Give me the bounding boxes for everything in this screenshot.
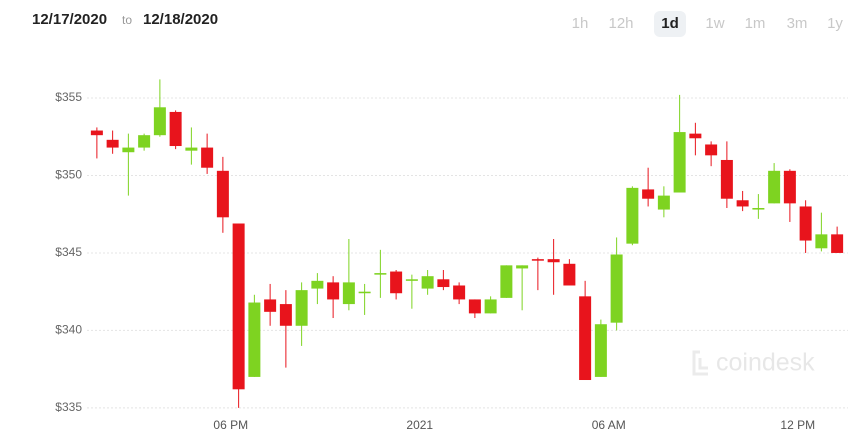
candle-body bbox=[594, 324, 607, 377]
candle-body bbox=[657, 195, 670, 210]
candle-body bbox=[642, 189, 655, 199]
candle-body bbox=[390, 271, 403, 294]
date-from: 12/17/2020 bbox=[32, 11, 107, 28]
candle-body bbox=[720, 159, 733, 199]
candle-body bbox=[358, 291, 371, 294]
candle-body bbox=[437, 279, 450, 288]
date-separator: to bbox=[122, 13, 132, 27]
interval-button[interactable]: 1d bbox=[661, 15, 679, 32]
y-tick-label: $350 bbox=[55, 168, 82, 182]
candle-body bbox=[138, 135, 151, 148]
date-to: 12/18/2020 bbox=[143, 11, 218, 28]
candle-body bbox=[374, 273, 387, 275]
candle-body bbox=[421, 276, 434, 289]
candle-body bbox=[689, 133, 702, 139]
candle-body bbox=[264, 299, 277, 312]
interval-button[interactable]: 1m bbox=[745, 15, 766, 32]
candle-body bbox=[673, 132, 686, 193]
candle-body bbox=[153, 107, 166, 136]
candle-body bbox=[547, 259, 560, 263]
candle-body bbox=[216, 170, 229, 218]
x-tick-label: 06 PM bbox=[213, 418, 248, 432]
interval-button[interactable]: 1w bbox=[705, 15, 724, 32]
interval-active-bg bbox=[654, 11, 686, 37]
candle-body bbox=[736, 200, 749, 207]
candle-body bbox=[90, 130, 103, 136]
candle-body bbox=[752, 208, 765, 210]
candle-body bbox=[311, 280, 324, 289]
candle-body bbox=[831, 234, 844, 253]
candle-body bbox=[500, 265, 513, 298]
y-tick-label: $335 bbox=[55, 400, 82, 414]
candle-body bbox=[327, 282, 340, 300]
x-tick-label: 06 AM bbox=[592, 418, 626, 432]
candle-body bbox=[563, 263, 576, 286]
interval-button[interactable]: 1h bbox=[572, 15, 589, 32]
x-tick-label: 12 PM bbox=[780, 418, 815, 432]
candle-body bbox=[122, 147, 135, 153]
candle-body bbox=[468, 299, 481, 314]
candle-body bbox=[531, 259, 544, 261]
candle-body bbox=[815, 234, 828, 249]
x-tick-label: 2021 bbox=[406, 418, 433, 432]
watermark-text: coindesk bbox=[716, 349, 815, 377]
candle-body bbox=[248, 302, 261, 377]
candle-body bbox=[106, 139, 119, 148]
y-tick-label: $355 bbox=[55, 90, 82, 104]
candle-body bbox=[610, 254, 623, 323]
candle-body bbox=[232, 223, 245, 390]
y-tick-label: $340 bbox=[55, 323, 82, 337]
candle-body bbox=[516, 265, 529, 269]
y-tick-label: $345 bbox=[55, 245, 82, 259]
interval-button[interactable]: 1y bbox=[827, 15, 843, 32]
watermark: coindesk bbox=[692, 349, 815, 377]
candle-body bbox=[185, 147, 198, 151]
candle-body bbox=[768, 170, 781, 204]
candle-body bbox=[201, 147, 214, 168]
watermark-logo bbox=[692, 350, 708, 376]
candle-body bbox=[453, 285, 466, 300]
candle-body bbox=[626, 187, 639, 244]
candle-body bbox=[783, 170, 796, 204]
candle-body bbox=[342, 282, 355, 305]
candle-body bbox=[484, 299, 497, 314]
candle-body bbox=[279, 304, 292, 326]
interval-button[interactable]: 12h bbox=[608, 15, 633, 32]
candle-body bbox=[295, 290, 308, 326]
candle-body bbox=[405, 279, 418, 281]
candle-body bbox=[169, 111, 182, 147]
candle-body bbox=[705, 144, 718, 156]
candle-body bbox=[579, 296, 592, 381]
candle-body bbox=[799, 206, 812, 241]
interval-button[interactable]: 3m bbox=[787, 15, 808, 32]
